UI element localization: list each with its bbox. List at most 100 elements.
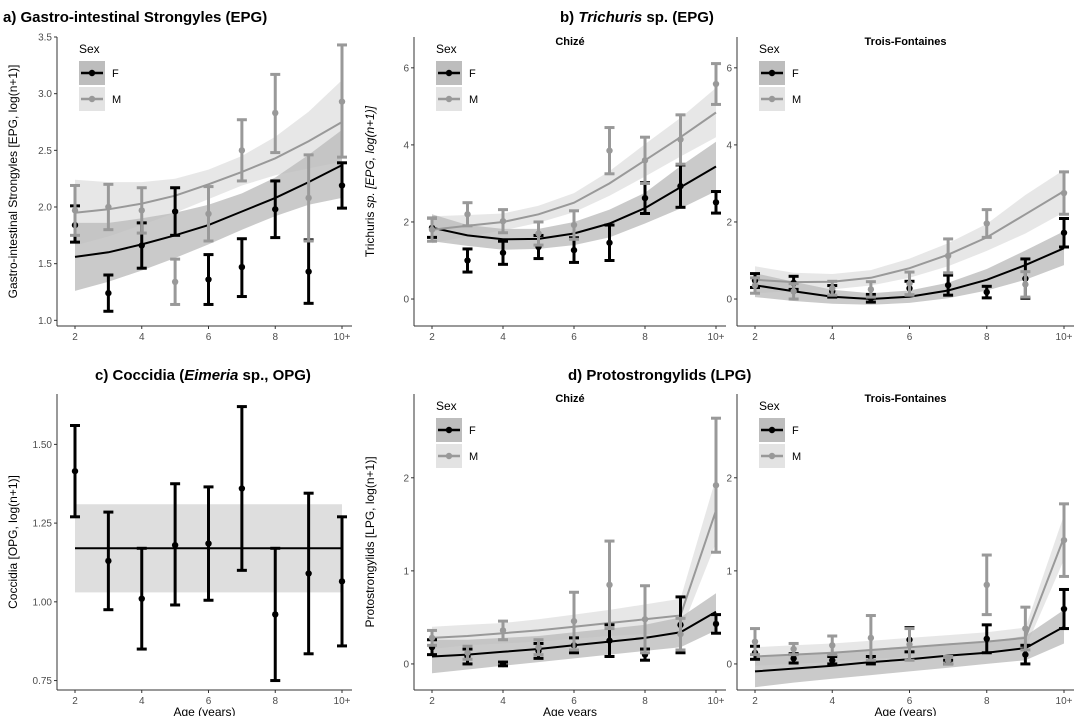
- x-tick-label: 10+: [708, 696, 725, 707]
- x-tick-label: 10+: [334, 696, 351, 707]
- data-point: [712, 199, 720, 206]
- y-tick-label: 6: [726, 63, 732, 74]
- x-tick-label: 8: [642, 332, 648, 343]
- x-tick-label: 2: [429, 332, 435, 343]
- ci-band-F: [432, 141, 716, 250]
- legend-label: M: [792, 451, 801, 463]
- data-point: [499, 660, 507, 668]
- y-tick-label: 4: [403, 140, 409, 151]
- y-tick-label: 2: [726, 217, 732, 228]
- x-tick-label: 6: [571, 332, 577, 343]
- legend-label: M: [469, 94, 478, 106]
- y-tick-label: 1.0: [38, 316, 52, 327]
- data-point: [338, 578, 346, 585]
- facet-strip-label: Chizé: [555, 393, 584, 405]
- data-point: [238, 263, 246, 271]
- data-point: [983, 220, 990, 227]
- data-point: [641, 194, 649, 202]
- legend-key-point: [768, 426, 776, 434]
- data-point: [983, 288, 990, 296]
- legend: Sex F M: [436, 42, 478, 111]
- legend-label: F: [469, 68, 476, 80]
- data-point: [1060, 605, 1068, 613]
- legend-key-point: [445, 69, 453, 77]
- x-tick-label: 4: [829, 696, 835, 707]
- data-point: [499, 217, 507, 225]
- x-axis-label: Age (years): [874, 705, 936, 716]
- x-tick-label: 4: [829, 332, 835, 343]
- x-axis-label: Age (years): [173, 705, 235, 716]
- data-point: [272, 109, 279, 117]
- data-point: [238, 147, 246, 154]
- legend-label: M: [792, 94, 801, 106]
- data-point: [305, 194, 312, 202]
- panel-c-facet-1: 0.75 1.00 1.25 1.50 2 4 6 8 10+ Age (years): [33, 394, 352, 716]
- x-tick-label: 2: [752, 696, 758, 707]
- data-point: [1022, 281, 1029, 288]
- data-point: [464, 257, 471, 264]
- x-tick-label: 8: [642, 696, 648, 707]
- data-point: [570, 246, 578, 254]
- legend-key-point: [88, 69, 96, 77]
- x-axis-label: Age years: [543, 705, 597, 716]
- data-point: [570, 221, 578, 229]
- panel-d-facet-2: 0 1 2 2 4 6 8 10+ Trois-Fontaines Sex F M Age (years…: [726, 393, 1074, 716]
- y-tick-label: 1.5: [38, 259, 52, 270]
- panel-title: a) Gastro-intestinal Strongyles (EPG): [3, 9, 267, 26]
- data-point: [105, 203, 112, 211]
- y-axis-label: Protostrongylids [LPG, log(n+1)]: [363, 456, 377, 627]
- facet-strip-label: Trois-Fontaines: [865, 36, 947, 48]
- y-axis-label: Gastro-intestinal Strongyles [EPG, log(n…: [6, 65, 20, 299]
- data-point: [205, 210, 212, 217]
- y-tick-label: 2: [403, 473, 409, 484]
- legend-label: F: [112, 68, 119, 80]
- ci-band-M: [755, 515, 1064, 666]
- data-point: [1060, 536, 1068, 544]
- y-axis-label: Trichuris sp. [EPG, log(n+1)]: [363, 105, 377, 257]
- data-point: [338, 98, 346, 105]
- data-point: [751, 282, 759, 289]
- legend-title: Sex: [436, 399, 457, 413]
- data-point: [535, 643, 542, 651]
- data-point: [272, 206, 279, 213]
- y-tick-label: 0: [726, 295, 732, 306]
- data-point: [944, 657, 952, 664]
- panel-a-facet-1: 1.0 1.5 2.0 2.5 3.0 3.5 2 4 6 8 10+ Sex F M: [38, 33, 352, 343]
- x-tick-label: 8: [272, 696, 278, 707]
- y-tick-label: 1: [726, 566, 732, 577]
- x-tick-label: 4: [139, 696, 145, 707]
- x-tick-label: 10+: [708, 332, 725, 343]
- x-tick-label: 6: [206, 332, 212, 343]
- fit-line-M: [431, 111, 717, 231]
- data-point: [790, 655, 797, 662]
- data-point: [138, 242, 145, 249]
- data-point: [712, 80, 720, 88]
- data-point: [829, 642, 836, 649]
- y-tick-label: 1.25: [33, 519, 53, 530]
- data-point: [712, 482, 720, 489]
- data-point: [205, 540, 212, 547]
- facet-strip-label: Trois-Fontaines: [865, 393, 947, 405]
- legend-key-point: [88, 95, 96, 103]
- legend-label: F: [792, 68, 799, 80]
- legend-label: F: [792, 425, 799, 437]
- data-point: [790, 288, 797, 295]
- data-point: [171, 278, 179, 285]
- legend-title: Sex: [759, 399, 780, 413]
- x-tick-label: 2: [429, 696, 435, 707]
- legend-key-point: [445, 452, 453, 460]
- y-tick-label: 3.5: [38, 33, 52, 44]
- data-point: [338, 182, 346, 189]
- data-point: [499, 627, 507, 634]
- data-point: [867, 634, 875, 642]
- data-point: [138, 595, 145, 602]
- fit-line-M: [754, 190, 1065, 284]
- panel-title: d) Protostrongylids (LPG): [568, 367, 751, 384]
- x-tick-label: 4: [500, 696, 506, 707]
- panel-d-facet-1: 0 1 2 2 4 6 8 10+ Chizé Sex F M Age years: [403, 393, 726, 716]
- data-point: [606, 147, 613, 154]
- data-point: [238, 485, 246, 492]
- data-point: [829, 657, 836, 664]
- x-tick-label: 2: [752, 332, 758, 343]
- facet-strip-label: Chizé: [555, 36, 584, 48]
